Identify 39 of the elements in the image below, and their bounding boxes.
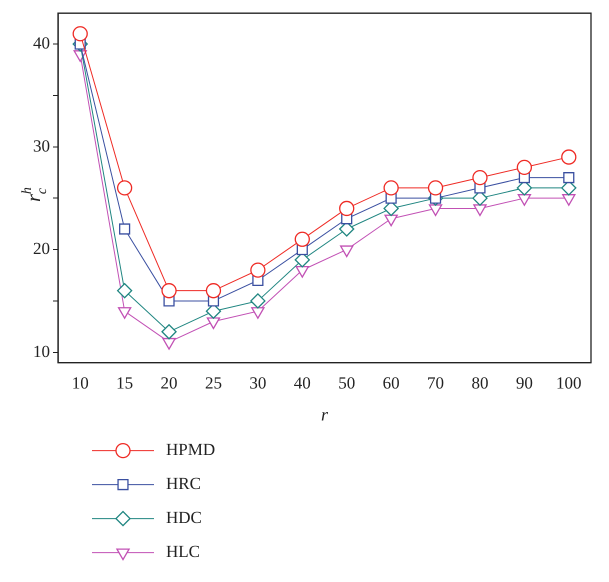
point xyxy=(161,283,177,298)
y-axis-title: rch xyxy=(20,187,50,202)
x-tick-label: 80 xyxy=(471,373,488,392)
x-tick-label: 40 xyxy=(294,373,311,392)
point xyxy=(250,262,266,278)
x-tick-label: 90 xyxy=(516,373,533,392)
x-tick-label: 50 xyxy=(338,373,356,392)
x-axis-title: r xyxy=(321,404,329,425)
point xyxy=(383,180,399,196)
legend-label: HLC xyxy=(166,542,200,562)
point xyxy=(250,293,266,309)
x-tick-label: 70 xyxy=(427,373,444,392)
legend-label: HDC xyxy=(166,508,202,528)
point xyxy=(294,232,310,247)
x-tick-label: 60 xyxy=(382,373,400,392)
y-tick-label: 30 xyxy=(33,136,50,156)
point xyxy=(206,283,222,298)
point xyxy=(116,180,132,196)
point xyxy=(428,180,444,196)
x-tick-label: 25 xyxy=(204,373,222,392)
point xyxy=(161,324,177,340)
point xyxy=(561,149,576,165)
point xyxy=(72,26,88,42)
legend-label: HPMD xyxy=(166,440,216,460)
x-tick-label: 30 xyxy=(249,373,266,392)
point xyxy=(116,283,132,298)
point xyxy=(563,172,574,184)
y-tick-label: 40 xyxy=(33,34,50,52)
x-tick-label: 10 xyxy=(72,373,89,392)
y-tick-label: 20 xyxy=(33,239,50,258)
x-tick-label: 100 xyxy=(556,373,582,392)
legend-label: HRC xyxy=(166,474,201,494)
point xyxy=(339,200,354,216)
point xyxy=(472,170,488,186)
y-tick-label: 10 xyxy=(33,342,50,361)
x-tick-label: 15 xyxy=(116,373,134,392)
x-tick-label: 20 xyxy=(160,373,178,392)
point xyxy=(119,223,130,235)
point xyxy=(516,160,532,175)
